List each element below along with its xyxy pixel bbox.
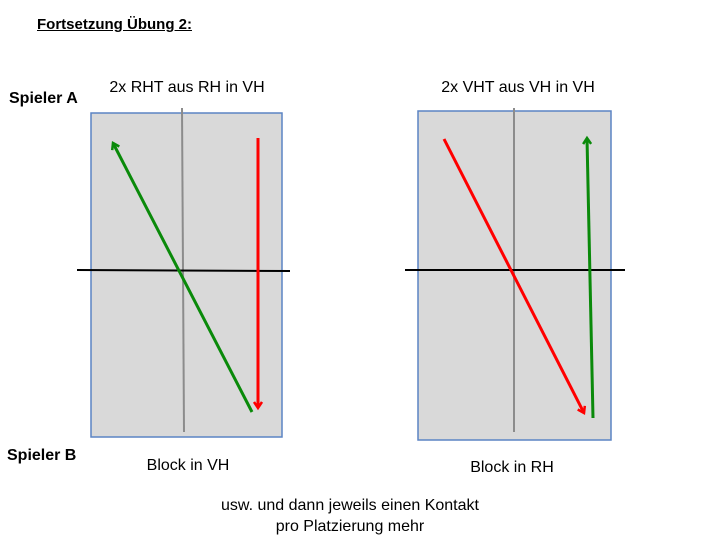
right-red-arrow [442, 138, 584, 413]
player-b-label: Spieler B [7, 447, 77, 464]
left-diagram-caption: Block in VH [146, 457, 230, 474]
footer-line-2: pro Platzierung mehr [275, 518, 425, 535]
slide-title: Fortsetzung Übung 2: [37, 16, 192, 33]
left-table [90, 112, 283, 438]
right-diagram-title: 2x VHT aus VH in VH [441, 79, 595, 96]
footer-note: usw. und dann jeweils einen Kontakt pro … [160, 495, 540, 537]
left-table-diagram [76, 107, 291, 438]
right-green-arrow [587, 138, 595, 419]
left-net-line [76, 269, 291, 272]
right-table-diagram [405, 108, 625, 441]
right-diagram-caption: Block in RH [470, 459, 554, 476]
left-green-arrow [113, 143, 254, 413]
left-diagram-title: 2x RHT aus RH in VH [109, 79, 265, 96]
footer-line-1: usw. und dann jeweils einen Kontakt [221, 497, 479, 514]
player-a-label: Spieler A [9, 90, 78, 107]
